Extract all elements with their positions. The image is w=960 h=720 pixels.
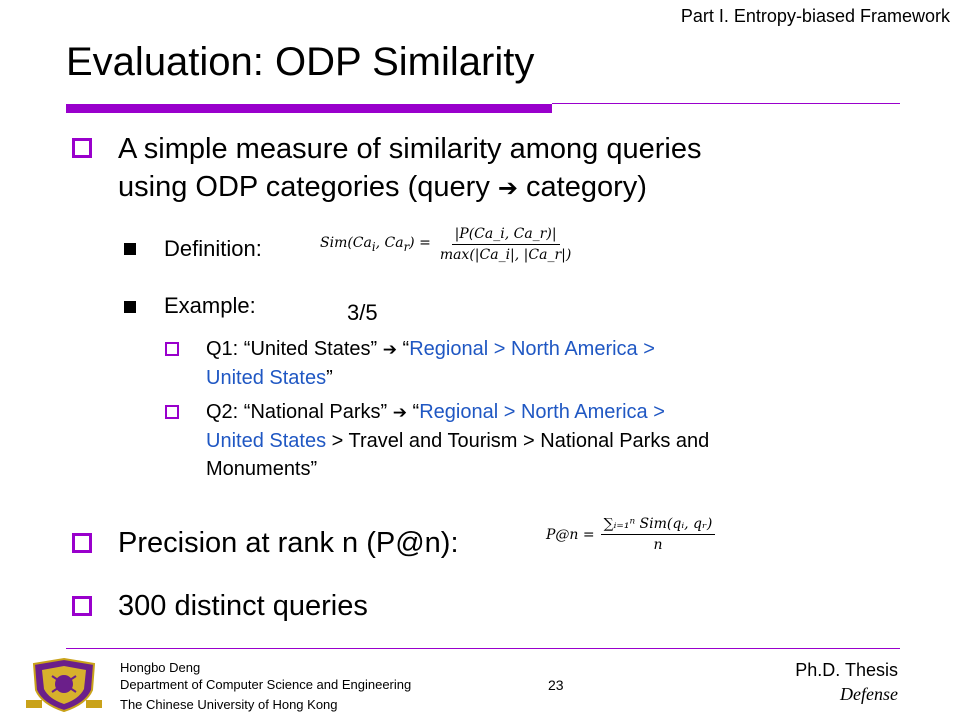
q2-category-blue-2: United States — [206, 430, 327, 452]
arrow-icon: ➔ — [382, 340, 397, 360]
square-bullet-icon — [165, 405, 179, 419]
title-underline-line — [552, 103, 900, 104]
q2-category-blue: Regional > North America > — [419, 401, 665, 423]
precision-label: Precision at rank n (P@n): — [118, 527, 459, 559]
bullet1-line2-post: category) — [517, 171, 647, 203]
example-score: 3/5 — [347, 300, 378, 325]
title-underline-bar — [66, 104, 552, 113]
precision-fraction: ∑ᵢ₌₁ⁿ Sim(qᵢ, qᵣ) n — [600, 516, 716, 553]
square-bullet-icon — [72, 138, 92, 158]
footer-author: Hongbo Deng — [120, 660, 201, 675]
similarity-denominator: max(|Ca_i|, |Ca_r|) — [439, 247, 572, 263]
part-label: Part I. Entropy-biased Framework — [680, 6, 950, 26]
footer-university: The Chinese University of Hong Kong — [120, 697, 338, 712]
q1-text: Q1: “United States” ➔ “Regional > North … — [206, 338, 655, 389]
bullet1-text: A simple measure of similarity among que… — [118, 130, 701, 207]
q2-category-rest: > Travel and Tourism > National Parks an… — [326, 430, 710, 452]
arrow-icon: ➔ — [497, 174, 518, 202]
slide-title: Evaluation: ODP Similarity — [66, 40, 535, 84]
filled-square-bullet-icon — [124, 243, 136, 255]
university-crest-logo — [22, 656, 106, 714]
precision-formula: P@n = ∑ᵢ₌₁ⁿ Sim(qᵢ, qᵣ) n — [546, 516, 716, 553]
example-label: Example: — [164, 293, 256, 318]
precision-formula-lhs: P@n = — [546, 526, 595, 543]
queries-count-label: 300 distinct queries — [118, 590, 368, 622]
bullet1-line2-pre: using ODP categories (query — [118, 171, 498, 203]
bullet1-line1: A simple measure of similarity among que… — [118, 133, 702, 165]
precision-denominator: n — [653, 537, 663, 553]
q2-query: Q2: “National Parks” — [206, 401, 393, 423]
bullet1-line2: using ODP categories (query ➔ category) — [118, 168, 701, 207]
arrow-icon: ➔ — [392, 403, 407, 423]
q2-category-end: Monuments” — [206, 458, 318, 480]
similarity-numerator: |P(Ca_i, Ca_r)| — [451, 226, 560, 245]
thesis-label: Ph.D. Thesis — [795, 660, 898, 680]
q2-text: Q2: “National Parks” ➔ “Regional > North… — [206, 398, 709, 483]
definition-label: Definition: — [164, 236, 262, 261]
square-bullet-icon — [165, 342, 179, 356]
square-bullet-icon — [72, 533, 92, 553]
similarity-formula-lhs: Sim(Cai, Car) = — [320, 235, 431, 254]
footer-divider — [66, 648, 900, 649]
similarity-fraction: |P(Ca_i, Ca_r)| max(|Ca_i|, |Ca_r|) — [437, 226, 575, 263]
defense-label: Defense — [840, 684, 898, 704]
q1-query: Q1: “United States” — [206, 338, 383, 360]
filled-square-bullet-icon — [124, 301, 136, 313]
page-number: 23 — [548, 677, 564, 693]
footer-department: Department of Computer Science and Engin… — [120, 677, 412, 692]
q1-category-blue: Regional > North America > — [409, 338, 655, 360]
similarity-formula: Sim(Cai, Car) = |P(Ca_i, Ca_r)| max(|Ca_… — [320, 226, 574, 263]
q1-category-blue-2: United States — [206, 367, 327, 389]
square-bullet-icon — [72, 596, 92, 616]
precision-numerator: ∑ᵢ₌₁ⁿ Sim(qᵢ, qᵣ) — [600, 516, 716, 535]
